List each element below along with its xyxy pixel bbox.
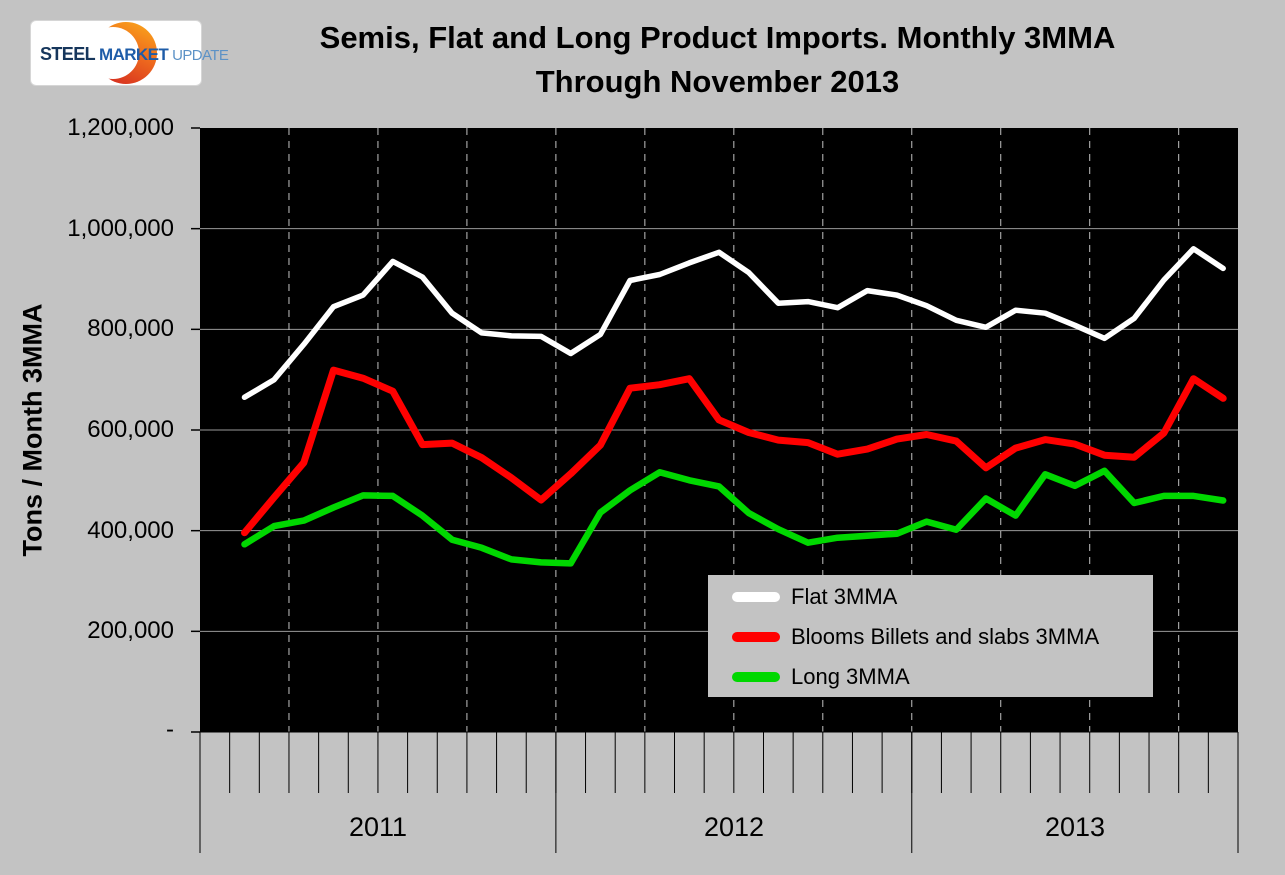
y-tick-label-400000: 400,000: [87, 517, 174, 544]
y-tick-label-800000: 800,000: [87, 315, 174, 342]
x-year-label-2013: 2013: [1044, 812, 1106, 842]
chart-title-line2: Through November 2013: [535, 64, 900, 99]
y-tick-label-0: -: [166, 716, 174, 743]
legend-swatch-flat-icon: [732, 592, 780, 602]
chart-legend: Flat 3MMA Blooms Billets and slabs 3MMA …: [708, 575, 1153, 697]
smu-logo-text: STEEL MARKET UPDATE: [40, 44, 229, 65]
logo-word-steel: STEEL: [40, 44, 96, 64]
chart-title-line1: Semis, Flat and Long Product Imports. Mo…: [319, 20, 1116, 55]
legend-label-flat: Flat 3MMA: [791, 584, 898, 609]
smu-logo: STEEL MARKET UPDATE: [30, 20, 229, 86]
x-year-label-2011: 2011: [348, 812, 408, 842]
series-line-long: [241, 467, 1227, 567]
series-line-blooms: [241, 366, 1227, 537]
y-tick-label-200000: 200,000: [87, 617, 174, 644]
legend-item-flat: Flat 3MMA: [708, 577, 1153, 617]
legend-label-long: Long 3MMA: [791, 664, 910, 689]
legend-item-long: Long 3MMA: [708, 657, 1153, 697]
legend-swatch-long-icon: [732, 672, 780, 682]
legend-item-blooms: Blooms Billets and slabs 3MMA: [708, 617, 1153, 657]
smu-crescent-icon-cutout: [87, 27, 139, 79]
y-tick-label-1000000: 1,000,000: [67, 215, 174, 242]
x-year-label-2012: 2012: [703, 812, 765, 842]
series-line-flat: [241, 246, 1226, 401]
logo-word-market: MARKET: [99, 45, 169, 64]
y-tick-label-1200000: 1,200,000: [67, 114, 174, 141]
legend-swatch-blooms-icon: [732, 632, 780, 642]
y-tick-label-600000: 600,000: [87, 416, 174, 443]
chart-title: Semis, Flat and Long Product Imports. Mo…: [240, 16, 1195, 104]
logo-word-update: UPDATE: [172, 47, 229, 64]
legend-label-blooms: Blooms Billets and slabs 3MMA: [791, 624, 1100, 649]
